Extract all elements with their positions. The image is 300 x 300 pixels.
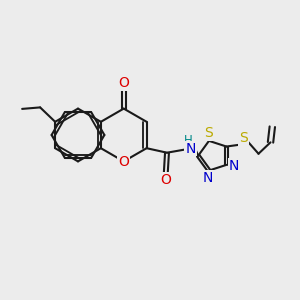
Text: O: O [160,173,171,187]
Text: S: S [239,131,248,145]
Text: N: N [229,159,239,173]
Text: N: N [185,142,196,155]
Text: H: H [184,134,192,147]
Text: O: O [118,155,129,169]
Text: S: S [205,126,213,140]
Text: N: N [203,171,213,185]
Text: O: O [118,76,129,90]
